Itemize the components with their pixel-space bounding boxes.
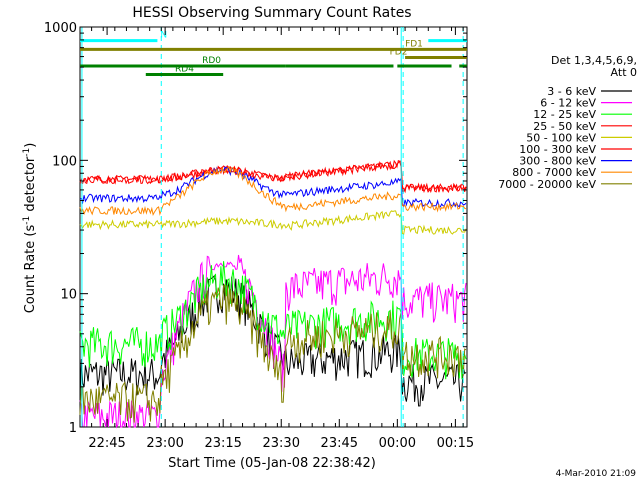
y-axis-label-sup2: -1 bbox=[22, 148, 32, 157]
series-layer bbox=[79, 27, 467, 429]
x-tick-label-6: 00:00 bbox=[379, 436, 416, 451]
x-tick-label-4: 23:30 bbox=[263, 436, 300, 451]
footer-date: 4-Mar-2010 21:09 bbox=[556, 469, 637, 479]
x-tick-label-1: 22:45 bbox=[88, 436, 125, 451]
legend-label-4: 25 - 50 keV bbox=[533, 120, 596, 133]
flag-label-n: N bbox=[160, 31, 167, 41]
x-tick-label-2: 23:00 bbox=[146, 436, 183, 451]
flag-label-fd2: FD2 bbox=[390, 48, 408, 58]
flag-label-rd0: RD0 bbox=[202, 56, 221, 66]
series-line-2 bbox=[79, 254, 467, 429]
legend-header-1: Det 1,3,4,5,6,9, bbox=[551, 54, 637, 67]
y-axis-label-mid: detector bbox=[23, 156, 38, 216]
axes: 1 10 100 1000 22:45 23:00 23:15 23:30 23:45 00:00… bbox=[44, 21, 474, 451]
y-axis-label-main: Count Rate (s bbox=[23, 225, 38, 314]
y-axis-label-end: ) bbox=[23, 143, 38, 148]
x-tick-label-3: 23:15 bbox=[204, 436, 241, 451]
series-line-9 bbox=[79, 284, 467, 423]
flag-label-fd1: FD1 bbox=[405, 39, 423, 49]
flag-label-rd4: RD4 bbox=[175, 65, 194, 75]
series-line-6 bbox=[79, 159, 467, 194]
legend-label-2: 6 - 12 keV bbox=[540, 97, 596, 110]
legend-label-6: 100 - 300 keV bbox=[519, 143, 596, 156]
plot-frame bbox=[79, 26, 468, 428]
y-tick-label-3: 100 bbox=[52, 154, 77, 169]
legend-label-1: 3 - 6 keV bbox=[547, 85, 596, 98]
y-tick-label-1: 1 bbox=[69, 421, 77, 436]
legend-label-9: 7000 - 20000 keV bbox=[498, 178, 596, 191]
x-tick-label-7: 00:15 bbox=[437, 436, 474, 451]
legend-label-3: 12 - 25 keV bbox=[533, 108, 596, 121]
y-tick-label-2: 10 bbox=[60, 288, 77, 303]
plot-area bbox=[79, 26, 468, 428]
legend-header-2: Att 0 bbox=[611, 66, 637, 79]
legend-label-7: 300 - 800 keV bbox=[519, 155, 596, 168]
x-axis-label: Start Time (05-Jan-08 22:38:42) bbox=[168, 456, 376, 471]
series-line-8 bbox=[79, 165, 467, 217]
legend-label-5: 50 - 100 keV bbox=[526, 131, 596, 144]
x-tick-label-5: 23:45 bbox=[321, 436, 358, 451]
series-line-5 bbox=[79, 210, 467, 235]
y-tick-label-4: 1000 bbox=[44, 21, 77, 36]
chart-title: HESSI Observing Summary Count Rates bbox=[132, 5, 411, 21]
y-axis-label-sup: -1 bbox=[22, 216, 32, 225]
legend-label-8: 800 - 7000 keV bbox=[512, 166, 596, 179]
y-axis-label: Count Rate (s-1 detector-1) bbox=[22, 143, 38, 314]
